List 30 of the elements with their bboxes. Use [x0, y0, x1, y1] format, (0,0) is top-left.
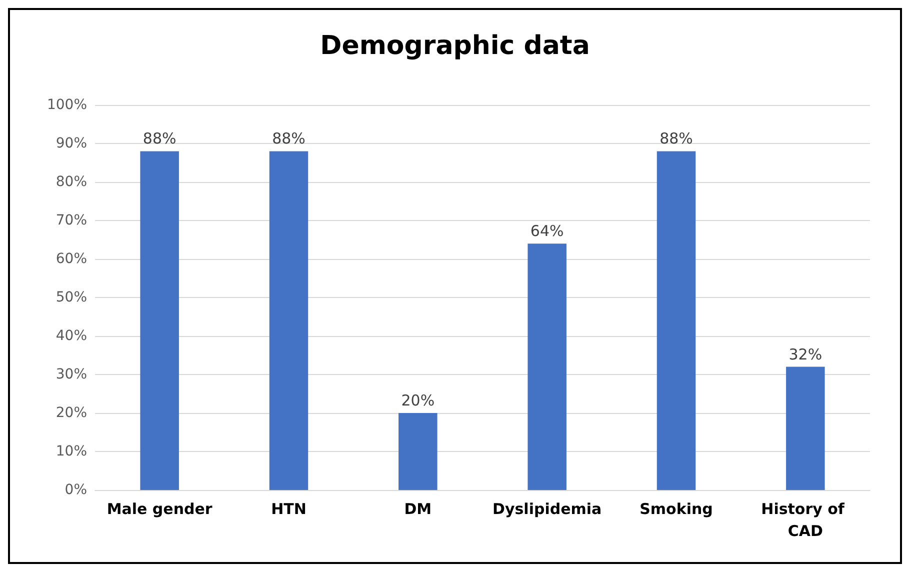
x-tick-label: History of CAD — [761, 500, 850, 540]
y-tick-label: 20% — [56, 405, 87, 421]
y-tick-label: 40% — [56, 328, 87, 344]
chart-title: Demographic data — [320, 31, 590, 61]
y-tick-label: 50% — [56, 290, 87, 306]
data-label: 64% — [530, 222, 564, 240]
x-tick-label: HTN — [271, 500, 306, 518]
x-tick-label: Dyslipidemia — [492, 500, 602, 518]
x-tick-label: Male gender — [106, 500, 213, 518]
data-label: 88% — [660, 130, 693, 148]
bar — [786, 366, 825, 490]
bar — [528, 244, 566, 490]
data-label: 20% — [401, 392, 435, 410]
bar — [269, 151, 308, 490]
data-label: 88% — [142, 130, 176, 148]
y-tick-label: 80% — [56, 174, 87, 190]
bar — [398, 413, 438, 490]
y-tick-label: 60% — [56, 251, 87, 267]
bar — [656, 151, 696, 490]
x-tick-label: DM — [404, 500, 432, 518]
data-label: 32% — [788, 345, 822, 364]
y-tick-label: 70% — [56, 212, 87, 228]
bar — [140, 151, 179, 490]
data-label: 88% — [272, 130, 306, 148]
y-tick-label: 30% — [56, 366, 87, 382]
y-tick-label: 100% — [46, 97, 87, 113]
y-tick-label: 0% — [64, 482, 87, 498]
y-tick-label: 10% — [56, 444, 87, 460]
x-tick-label: Smoking — [640, 500, 713, 518]
y-tick-label: 90% — [56, 136, 87, 152]
